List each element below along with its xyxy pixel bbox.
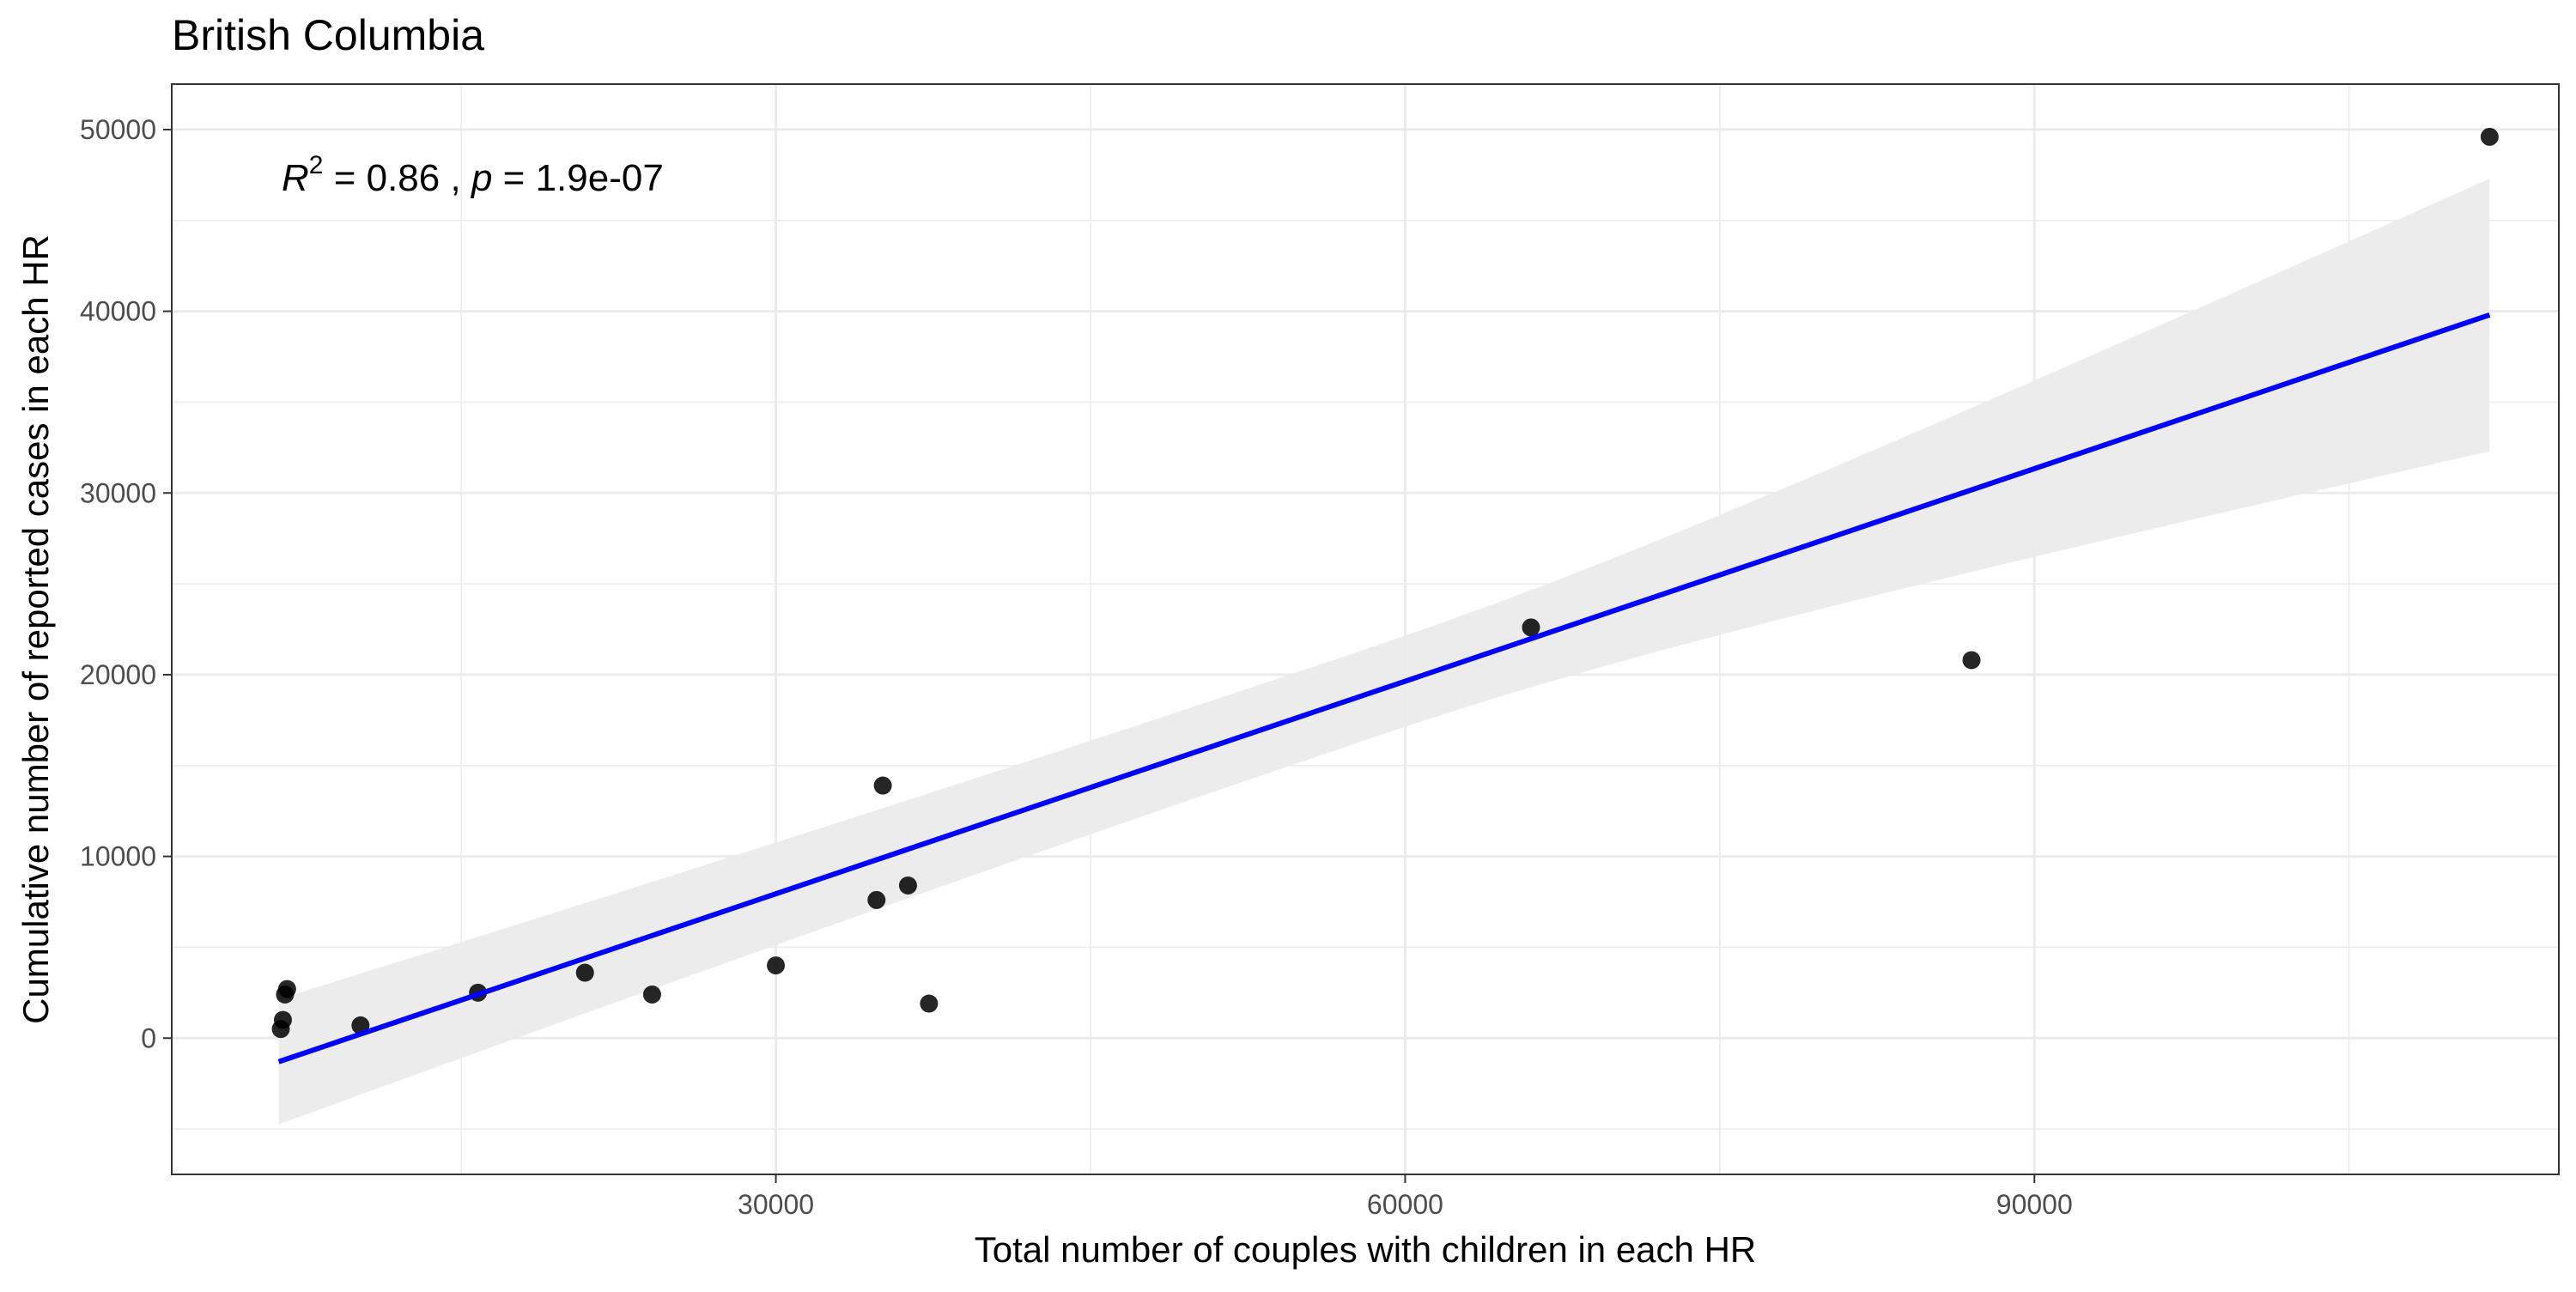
data-point bbox=[2480, 127, 2499, 146]
x-tick-label: 30000 bbox=[738, 1189, 814, 1220]
y-axis-label: Cumulative number of reported cases in e… bbox=[15, 234, 56, 1024]
x-tick-label: 60000 bbox=[1367, 1189, 1443, 1220]
data-point bbox=[873, 776, 892, 795]
y-tick-label: 50000 bbox=[80, 114, 156, 145]
y-axis: 0 10000 20000 30000 40000 50000 bbox=[80, 114, 172, 1053]
major-gridlines bbox=[172, 84, 2559, 1174]
y-tick-label: 0 bbox=[141, 1022, 156, 1053]
x-tick-label: 90000 bbox=[1996, 1189, 2073, 1220]
data-point bbox=[273, 1010, 292, 1029]
regression-stats-annotation: R2 = 0.86 , p = 1.9e-07 bbox=[282, 151, 664, 199]
data-point bbox=[575, 963, 594, 982]
confidence-band-layer bbox=[278, 179, 2490, 1125]
regression-line bbox=[277, 312, 2491, 1065]
y-tick-label: 30000 bbox=[80, 477, 156, 508]
data-point bbox=[867, 890, 886, 909]
y-tick-label: 40000 bbox=[80, 296, 156, 327]
p-symbol: p bbox=[470, 157, 492, 199]
y-tick-label: 10000 bbox=[80, 841, 156, 872]
p-value: = 1.9e-07 bbox=[492, 157, 663, 199]
x-axis-label: Total number of couples with children in… bbox=[975, 1229, 1756, 1270]
r-exponent: 2 bbox=[309, 151, 324, 179]
confidence-band bbox=[278, 179, 2490, 1125]
annotation-separator: , bbox=[440, 157, 471, 199]
data-point bbox=[898, 876, 917, 895]
data-point bbox=[920, 994, 939, 1013]
x-axis: 30000 60000 90000 bbox=[738, 1174, 2073, 1220]
r-symbol: R bbox=[282, 157, 309, 199]
regression-line-layer bbox=[277, 312, 2491, 1065]
data-point bbox=[767, 956, 786, 975]
plot-panel-border bbox=[171, 83, 2560, 1175]
data-point bbox=[1522, 618, 1540, 637]
data-point bbox=[642, 985, 661, 1004]
chart-title: British Columbia bbox=[172, 11, 484, 59]
y-tick-label: 20000 bbox=[80, 659, 156, 690]
r-value: = 0.86 bbox=[323, 157, 440, 199]
data-point bbox=[277, 980, 296, 998]
data-points bbox=[271, 127, 2499, 1039]
data-point bbox=[1962, 651, 1981, 670]
